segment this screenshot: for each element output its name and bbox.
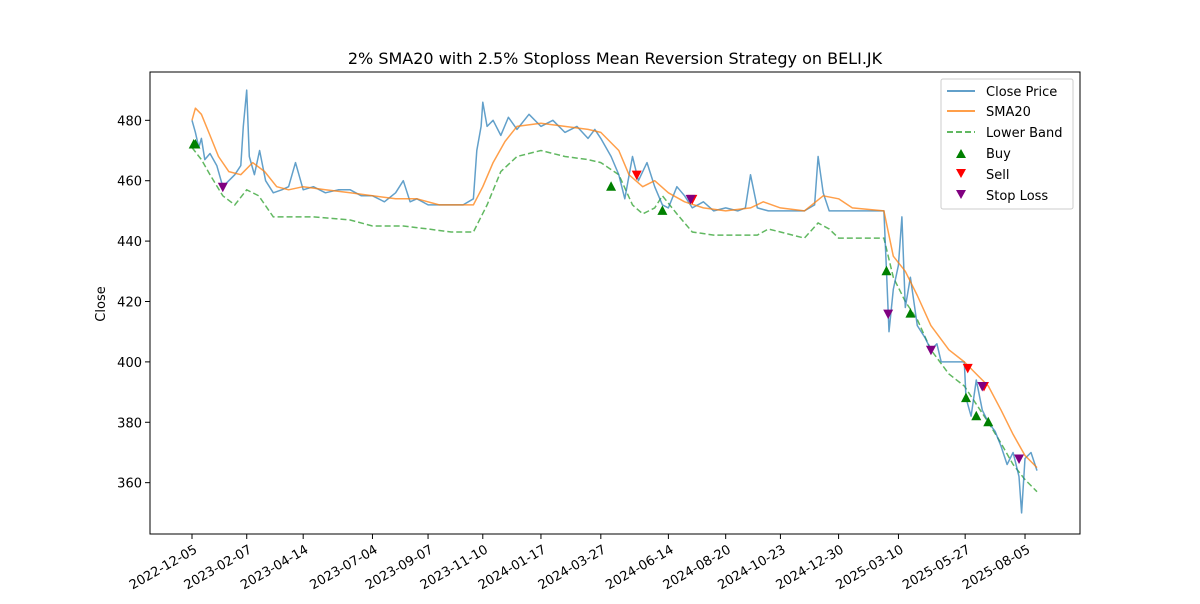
stop-loss-marker [883,309,894,320]
legend-swatch-sell [956,169,966,178]
stop-loss-marker [925,345,936,356]
y-tick-label: 480 [117,114,142,129]
sell-marker [631,170,642,181]
buy-marker [606,181,617,191]
plot-area [149,71,1081,535]
y-tick-label: 400 [117,356,142,371]
buy-marker [983,416,994,427]
marker-layer [188,138,1025,465]
y-axis-label: Close [94,286,109,321]
legend-entry-sell: Sell [956,168,1009,183]
legend-label-lower: Lower Band [986,126,1062,141]
legend-label-close: Close Price [986,85,1057,100]
buy-marker [971,410,982,421]
stop-loss-marker [1014,454,1025,465]
sell-marker [962,363,973,374]
buy-marker [657,205,668,215]
legend-label-buy: Buy [986,147,1011,162]
buy-marker [190,138,201,149]
legend-swatch-stop-loss [956,190,966,199]
legend-entry-lower: Lower Band [947,126,1062,141]
legend-entry-sma: SMA20 [947,105,1031,120]
legend-entry-buy: Buy [956,147,1011,162]
buy-marker [961,392,972,403]
legend-label-sma: SMA20 [986,105,1031,120]
y-tick-label: 420 [117,295,142,310]
sma20-line [191,107,1038,469]
legend: Close Price SMA20 Lower Band Buy Sell St… [940,78,1074,210]
y-tick-label: 380 [117,416,142,431]
buy-marker [881,265,892,276]
legend-entry-stop-loss: Stop Loss [956,189,1048,204]
legend-label-stop-loss: Stop Loss [986,189,1048,204]
y-axis: 360 380 400 420 440 460 480 [117,114,150,492]
lower-band-line [191,147,1038,493]
y-tick-label: 440 [117,235,142,250]
y-tick-label: 360 [117,477,142,492]
legend-label-sell: Sell [986,168,1009,183]
y-tick-label: 460 [117,175,142,190]
stop-loss-marker [217,182,228,193]
chart-title: 2% SMA20 with 2.5% Stoploss Mean Reversi… [348,49,883,68]
legend-swatch-buy [956,149,966,158]
stop-loss-marker [977,382,988,392]
stop-loss-marker [685,194,696,205]
buy-marker [905,308,916,318]
legend-entry-close: Close Price [947,85,1057,100]
